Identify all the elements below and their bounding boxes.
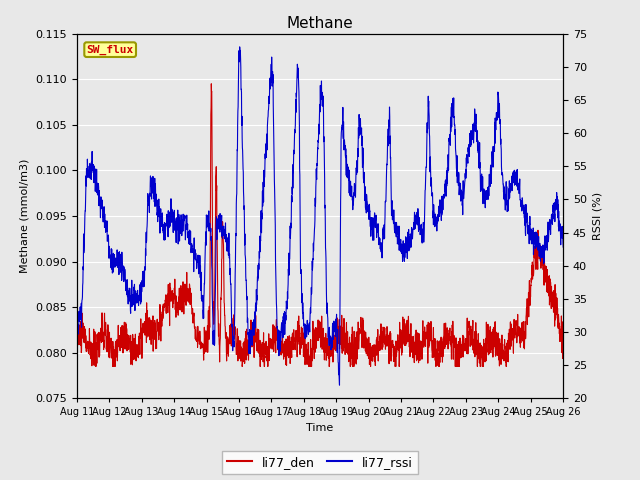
li77_rssi — [335, 382, 343, 388]
li77_den — [209, 281, 217, 287]
li77_rssi — [236, 44, 244, 50]
li77_den — [559, 339, 567, 345]
li77_rssi — [345, 173, 353, 179]
li77_rssi — [334, 326, 342, 332]
li77_den — [334, 324, 342, 329]
li77_rssi — [461, 170, 469, 176]
Title: Methane: Methane — [287, 16, 353, 31]
li77_den — [207, 81, 215, 87]
Line: li77_den: li77_den — [77, 84, 563, 367]
li77_rssi — [516, 199, 524, 204]
li77_rssi — [559, 244, 567, 250]
li77_den — [92, 364, 100, 370]
Line: li77_rssi: li77_rssi — [77, 47, 563, 385]
li77_rssi — [73, 324, 81, 329]
Y-axis label: RSSI (%): RSSI (%) — [593, 192, 603, 240]
li77_den — [461, 344, 469, 349]
li77_den — [531, 250, 538, 255]
Legend: li77_den, li77_rssi: li77_den, li77_rssi — [222, 451, 418, 474]
X-axis label: Time: Time — [307, 423, 333, 433]
li77_rssi — [209, 298, 216, 303]
li77_rssi — [531, 237, 538, 243]
li77_den — [516, 329, 524, 335]
li77_den — [345, 341, 353, 347]
Y-axis label: Methane (mmol/m3): Methane (mmol/m3) — [20, 159, 30, 273]
li77_den — [73, 326, 81, 332]
Text: SW_flux: SW_flux — [86, 45, 134, 55]
